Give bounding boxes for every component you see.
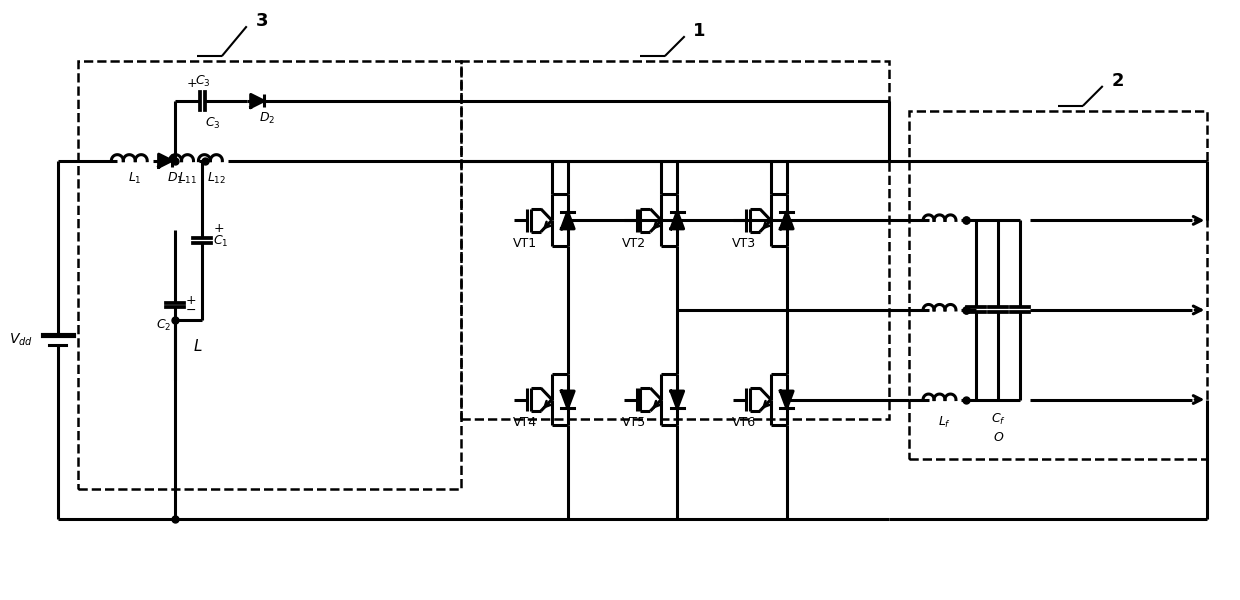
Bar [78, 61, 461, 489]
Text: VT1: VT1 [512, 237, 537, 250]
Text: $L_f$: $L_f$ [939, 415, 951, 430]
Text: −: − [186, 304, 196, 316]
Text: 3: 3 [255, 12, 268, 30]
Text: $L_{11}$: $L_{11}$ [177, 170, 197, 186]
Text: $D_1$: $D_1$ [167, 171, 184, 186]
Text: 1: 1 [693, 22, 706, 40]
Text: 2: 2 [1111, 72, 1123, 90]
Bar [461, 61, 889, 419]
Text: $V_{dd}$: $V_{dd}$ [9, 332, 32, 348]
Text: VT6: VT6 [732, 416, 755, 429]
Text: $L$: $L$ [192, 338, 202, 354]
Text: $D_2$: $D_2$ [259, 112, 275, 127]
Text: +: + [213, 222, 224, 235]
Text: VT4: VT4 [512, 416, 537, 429]
Polygon shape [780, 212, 794, 229]
Polygon shape [562, 391, 574, 408]
Text: $C_1$: $C_1$ [213, 234, 229, 249]
Text: $C_2$: $C_2$ [156, 318, 171, 333]
Text: $L_{12}$: $L_{12}$ [207, 170, 226, 186]
Text: $C_f$: $C_f$ [991, 412, 1006, 427]
Polygon shape [671, 212, 683, 229]
Text: $C_3$: $C_3$ [205, 116, 221, 131]
Bar [909, 111, 1208, 459]
Text: VT3: VT3 [732, 237, 755, 250]
Text: VT2: VT2 [622, 237, 646, 250]
Polygon shape [250, 94, 264, 107]
Text: +: + [186, 293, 196, 307]
Polygon shape [159, 154, 171, 167]
Text: $L_1$: $L_1$ [129, 170, 143, 186]
Text: +: + [186, 77, 197, 90]
Polygon shape [562, 212, 574, 229]
Polygon shape [780, 391, 794, 408]
Text: VT5: VT5 [622, 416, 646, 429]
Text: $O$: $O$ [992, 431, 1004, 445]
Polygon shape [671, 391, 683, 408]
Text: $C_3$: $C_3$ [195, 74, 211, 89]
